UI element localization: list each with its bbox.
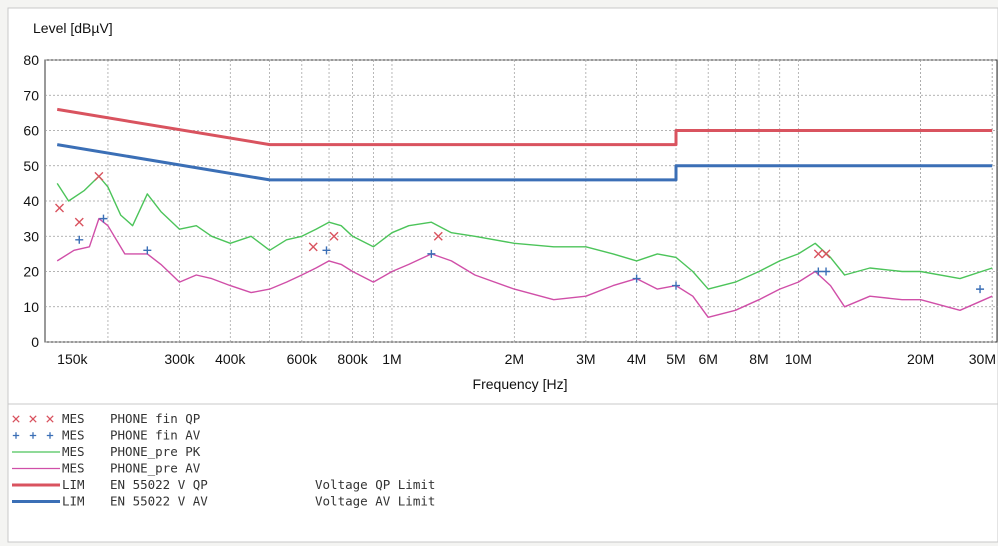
x-tick-label: 8M bbox=[749, 351, 768, 367]
av-marker bbox=[143, 246, 152, 255]
series-line-en-55022-v-qp bbox=[56, 107, 993, 147]
legend-tag: MES bbox=[62, 428, 85, 443]
x-tick-label: 3M bbox=[576, 351, 595, 367]
x-tick-label: 30M bbox=[969, 351, 996, 367]
av-marker bbox=[75, 235, 84, 244]
qp-marker bbox=[55, 203, 65, 213]
x-tick-label: 1M bbox=[382, 351, 401, 367]
legend-tag: MES bbox=[62, 461, 85, 476]
tick-labels: 0 10 20 30 40 50 60 70 80 150k 300k 400k 600k 800k 1M 2… bbox=[23, 52, 996, 367]
legend-name: EN 55022 V QP bbox=[110, 477, 208, 492]
legend-tag: LIM bbox=[62, 494, 85, 509]
legend-marker bbox=[29, 432, 37, 439]
legend-description: Voltage AV Limit bbox=[315, 494, 435, 509]
y-tick-label: 0 bbox=[31, 334, 39, 350]
chart-frame bbox=[7, 7, 998, 405]
series-layer bbox=[55, 107, 993, 318]
legend-description: Voltage QP Limit bbox=[315, 477, 435, 492]
x-tick-label: 20M bbox=[907, 351, 934, 367]
x-axis-title: Frequency [Hz] bbox=[473, 376, 568, 392]
av-marker bbox=[822, 267, 831, 276]
legend-marker bbox=[12, 415, 20, 423]
legend-tag: MES bbox=[62, 411, 85, 426]
qp-marker bbox=[813, 249, 823, 259]
qp-marker bbox=[433, 231, 443, 241]
y-tick-label: 80 bbox=[23, 52, 39, 68]
qp-marker bbox=[308, 242, 318, 252]
qp-marker bbox=[94, 171, 104, 181]
y-tick-label: 50 bbox=[23, 158, 39, 174]
x-tick-label: 150k bbox=[57, 351, 88, 367]
x-tick-label: 300k bbox=[164, 351, 195, 367]
qp-marker bbox=[329, 231, 339, 241]
qp-marker bbox=[821, 249, 831, 259]
av-marker bbox=[99, 214, 108, 223]
legend-marker bbox=[46, 432, 54, 439]
legend-name: EN 55022 V AV bbox=[110, 494, 208, 509]
av-marker bbox=[632, 274, 641, 283]
y-tick-label: 10 bbox=[23, 299, 39, 315]
y-tick-label: 20 bbox=[23, 264, 39, 280]
legend-name: PHONE fin AV bbox=[110, 428, 201, 443]
y-tick-label: 30 bbox=[23, 228, 39, 244]
av-marker bbox=[427, 249, 436, 258]
legend-name: PHONE_pre PK bbox=[110, 444, 201, 459]
x-tick-label: 800k bbox=[337, 351, 368, 367]
x-tick-label: 6M bbox=[698, 351, 717, 367]
legend-name: PHONE fin QP bbox=[110, 411, 200, 426]
legend-marker bbox=[46, 415, 54, 423]
series-line-phone-pre-pk bbox=[56, 175, 993, 290]
legend: MES PHONE fin QP MES PHONE fin AV MES PHONE_p… bbox=[12, 411, 435, 509]
y-tick-label: 60 bbox=[23, 123, 39, 139]
qp-marker bbox=[74, 217, 84, 227]
x-tick-label: 10M bbox=[785, 351, 812, 367]
y-axis-title: Level [dBµV] bbox=[33, 20, 113, 36]
av-marker bbox=[814, 267, 823, 276]
grid bbox=[44, 59, 998, 343]
x-tick-label: 400k bbox=[215, 351, 246, 367]
y-tick-label: 70 bbox=[23, 87, 39, 103]
legend-frame bbox=[7, 403, 998, 543]
y-tick-label: 40 bbox=[23, 193, 39, 209]
legend-marker bbox=[12, 432, 20, 439]
x-tick-label: 4M bbox=[627, 351, 646, 367]
av-marker bbox=[976, 285, 985, 294]
av-marker bbox=[322, 246, 331, 255]
av-marker bbox=[672, 281, 681, 290]
legend-marker bbox=[29, 415, 37, 423]
series-line-en-55022-v-av bbox=[56, 143, 993, 182]
x-tick-label: 2M bbox=[505, 351, 524, 367]
legend-name: PHONE_pre AV bbox=[110, 461, 201, 476]
x-tick-label: 5M bbox=[666, 351, 685, 367]
legend-tag: LIM bbox=[62, 477, 85, 492]
legend-tag: MES bbox=[62, 444, 85, 459]
x-tick-label: 600k bbox=[287, 351, 318, 367]
